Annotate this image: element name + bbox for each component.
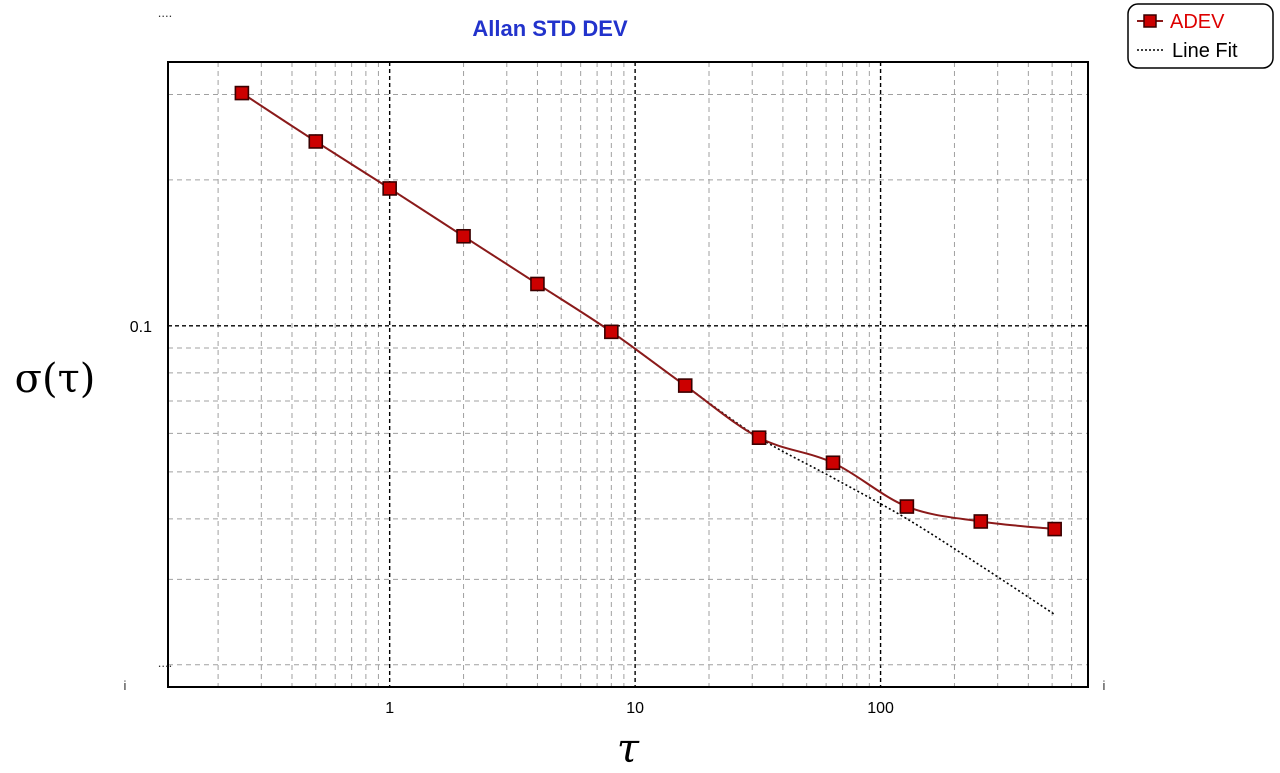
grid [168,62,1088,687]
adev-point [234,85,250,101]
legend: ADEV Line Fit [1127,3,1274,69]
x-tick-label: 1 [385,700,394,717]
x-tick-label: 10 [626,700,644,717]
y-stub-label: .... [158,5,172,20]
adev-point [1047,521,1062,537]
legend-adev-label: ADEV [1170,11,1225,33]
adev-point [382,181,397,196]
legend-box [1127,3,1274,69]
x-axis-label: τ [617,726,640,772]
adev-point [751,430,767,445]
adev-point [456,228,471,244]
legend-line-fit-label: Line Fit [1172,40,1238,62]
legend-adev-marker-swatch [1143,14,1157,28]
adev-point [677,378,693,393]
chart-title: Allan STD DEV [472,16,628,41]
x-stub-label: i [1103,678,1106,693]
adev-series [234,85,1062,537]
y-stub-label: .... [158,655,172,670]
x-stub-label: i [124,678,127,693]
x-tick-label: 100 [867,700,894,717]
plot-frame [167,61,1089,688]
adev-point [899,499,915,514]
y-axis-label: σ(τ) [15,356,96,402]
y-tick-label: 0.1 [130,319,152,336]
adev-point [530,276,545,292]
adev-point [604,324,619,340]
adev-point [825,455,841,471]
adev-point [973,514,989,529]
adev-point [308,134,324,149]
tick-labels: 1 10 100 0.1 i i........ [124,5,1106,717]
